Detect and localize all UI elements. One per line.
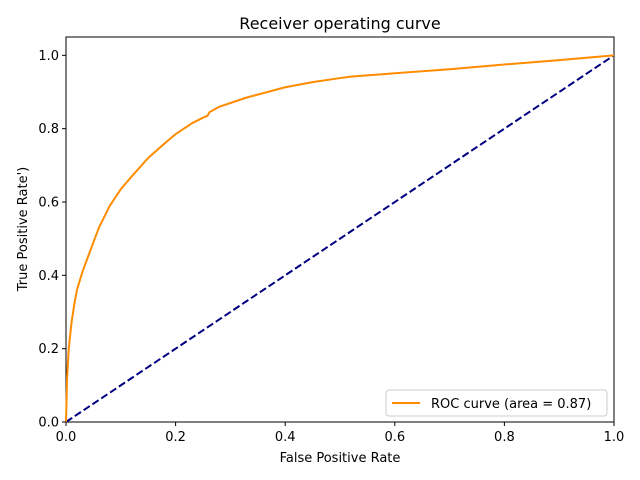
x-axis-label: False Positive Rate — [280, 451, 401, 466]
series-layer — [65, 54, 615, 423]
y-tick-label: 1.0 — [38, 49, 59, 64]
y-tick-label: 0.8 — [38, 122, 59, 137]
y-axis-ticks: 0.0 0.2 0.4 0.6 0.8 1.0 — [38, 49, 66, 431]
x-tick-label: 0.0 — [56, 430, 77, 445]
y-tick-label: 0.6 — [38, 196, 59, 211]
x-tick-label: 0.8 — [494, 430, 515, 445]
y-tick-label: 0.4 — [38, 269, 59, 284]
y-tick-label: 0.0 — [38, 416, 59, 431]
legend: ROC curve (area = 0.87) — [385, 389, 608, 417]
plot-area — [65, 36, 615, 423]
chart-title: Receiver operating curve — [239, 14, 440, 33]
series-line-roc — [65, 54, 615, 423]
legend-label-roc: ROC curve (area = 0.87) — [431, 397, 591, 412]
x-tick-label: 1.0 — [604, 430, 625, 445]
x-tick-label: 0.6 — [384, 430, 405, 445]
x-tick-label: 0.2 — [165, 430, 186, 445]
y-axis-label: True Positive Rate') — [16, 167, 31, 292]
x-axis-ticks: 0.0 0.2 0.4 0.6 0.8 1.0 — [56, 422, 625, 445]
legend-box — [385, 389, 608, 417]
y-tick-label: 0.2 — [38, 342, 59, 357]
x-tick-label: 0.4 — [275, 430, 296, 445]
series-line-chance — [65, 54, 615, 423]
